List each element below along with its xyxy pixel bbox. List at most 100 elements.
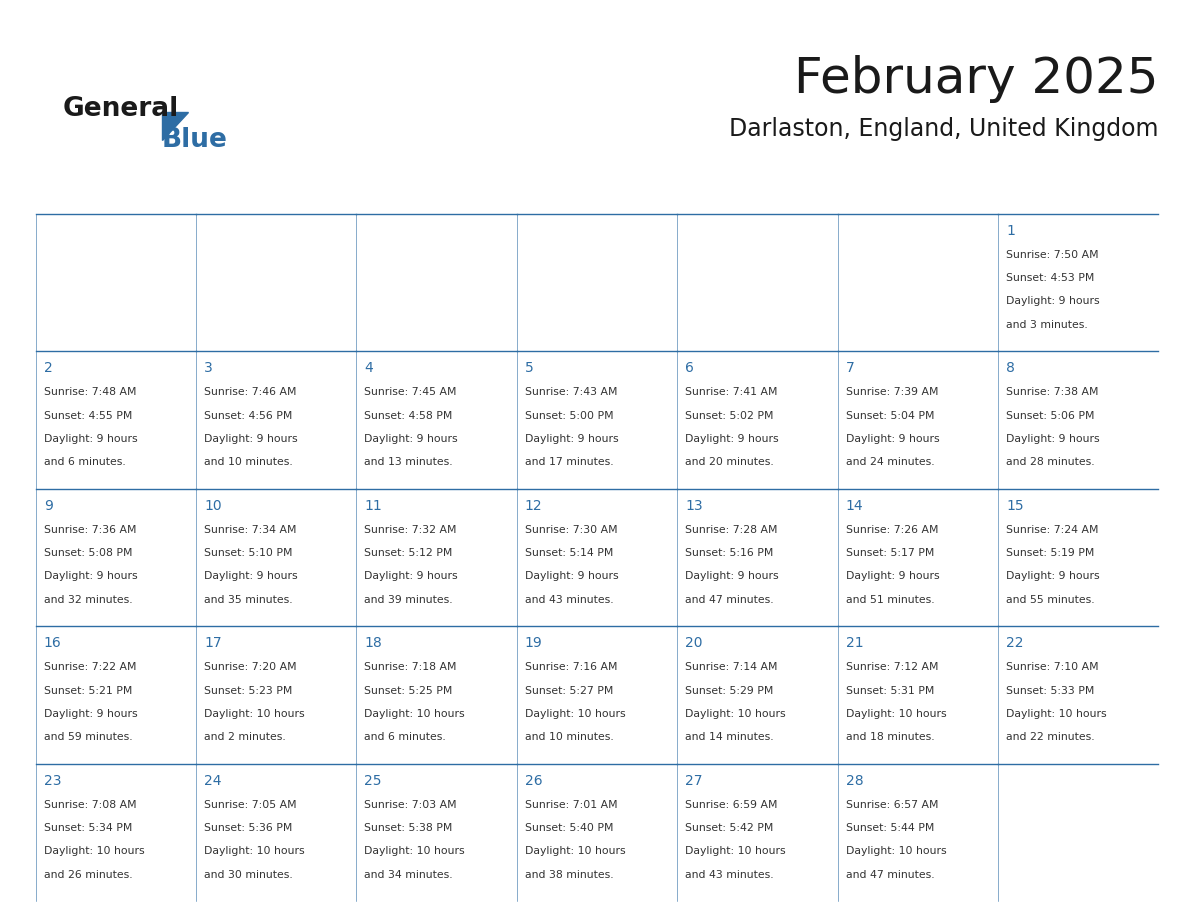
- Text: 18: 18: [365, 636, 383, 650]
- Text: and 43 minutes.: and 43 minutes.: [685, 870, 773, 879]
- Text: 8: 8: [1006, 361, 1015, 375]
- Text: Sunrise: 7:36 AM: Sunrise: 7:36 AM: [44, 525, 137, 534]
- Text: and 3 minutes.: and 3 minutes.: [1006, 319, 1088, 330]
- Text: Sunset: 5:36 PM: Sunset: 5:36 PM: [204, 823, 292, 834]
- Text: Wednesday: Wednesday: [526, 176, 623, 195]
- Text: Daylight: 9 hours: Daylight: 9 hours: [44, 709, 138, 719]
- Text: Sunset: 5:17 PM: Sunset: 5:17 PM: [846, 548, 934, 558]
- Text: Sunset: 5:08 PM: Sunset: 5:08 PM: [44, 548, 132, 558]
- Text: Sunset: 5:29 PM: Sunset: 5:29 PM: [685, 686, 773, 696]
- Text: Friday: Friday: [847, 176, 897, 195]
- Text: and 6 minutes.: and 6 minutes.: [44, 457, 126, 467]
- Text: Daylight: 10 hours: Daylight: 10 hours: [365, 709, 465, 719]
- Text: Daylight: 9 hours: Daylight: 9 hours: [525, 571, 619, 581]
- Text: 17: 17: [204, 636, 222, 650]
- Text: Daylight: 9 hours: Daylight: 9 hours: [525, 434, 619, 444]
- Text: Sunset: 5:02 PM: Sunset: 5:02 PM: [685, 410, 773, 420]
- Text: Daylight: 10 hours: Daylight: 10 hours: [204, 709, 304, 719]
- Text: and 39 minutes.: and 39 minutes.: [365, 595, 453, 605]
- Text: Daylight: 9 hours: Daylight: 9 hours: [1006, 571, 1100, 581]
- Text: Sunset: 5:06 PM: Sunset: 5:06 PM: [1006, 410, 1094, 420]
- Text: Sunrise: 7:45 AM: Sunrise: 7:45 AM: [365, 387, 457, 397]
- Text: 28: 28: [846, 774, 864, 788]
- Text: Daylight: 9 hours: Daylight: 9 hours: [1006, 297, 1100, 307]
- Text: Sunrise: 6:59 AM: Sunrise: 6:59 AM: [685, 800, 778, 810]
- Text: General: General: [63, 96, 179, 122]
- Text: Sunrise: 6:57 AM: Sunrise: 6:57 AM: [846, 800, 939, 810]
- Text: Sunrise: 7:08 AM: Sunrise: 7:08 AM: [44, 800, 137, 810]
- Text: Daylight: 9 hours: Daylight: 9 hours: [44, 571, 138, 581]
- Text: Sunset: 5:00 PM: Sunset: 5:00 PM: [525, 410, 613, 420]
- Text: 23: 23: [44, 774, 61, 788]
- Text: Sunrise: 7:14 AM: Sunrise: 7:14 AM: [685, 662, 778, 672]
- Text: and 6 minutes.: and 6 minutes.: [365, 733, 447, 743]
- Text: and 2 minutes.: and 2 minutes.: [204, 733, 286, 743]
- Text: Sunset: 5:16 PM: Sunset: 5:16 PM: [685, 548, 773, 558]
- Text: 6: 6: [685, 361, 694, 375]
- Text: Sunrise: 7:12 AM: Sunrise: 7:12 AM: [846, 662, 939, 672]
- Text: 10: 10: [204, 498, 222, 512]
- Text: Sunrise: 7:26 AM: Sunrise: 7:26 AM: [846, 525, 939, 534]
- Text: and 17 minutes.: and 17 minutes.: [525, 457, 613, 467]
- Text: Daylight: 10 hours: Daylight: 10 hours: [846, 846, 946, 856]
- Text: Daylight: 9 hours: Daylight: 9 hours: [685, 571, 779, 581]
- Text: Sunrise: 7:22 AM: Sunrise: 7:22 AM: [44, 662, 137, 672]
- Text: Monday: Monday: [206, 176, 271, 195]
- Text: 16: 16: [44, 636, 62, 650]
- Text: Sunset: 5:14 PM: Sunset: 5:14 PM: [525, 548, 613, 558]
- Text: Daylight: 9 hours: Daylight: 9 hours: [1006, 434, 1100, 444]
- Text: Sunrise: 7:30 AM: Sunrise: 7:30 AM: [525, 525, 618, 534]
- Text: Sunset: 5:42 PM: Sunset: 5:42 PM: [685, 823, 773, 834]
- Text: Daylight: 10 hours: Daylight: 10 hours: [365, 846, 465, 856]
- Text: and 34 minutes.: and 34 minutes.: [365, 870, 453, 879]
- Text: Sunset: 5:31 PM: Sunset: 5:31 PM: [846, 686, 934, 696]
- Text: Sunrise: 7:32 AM: Sunrise: 7:32 AM: [365, 525, 457, 534]
- Text: Sunset: 5:25 PM: Sunset: 5:25 PM: [365, 686, 453, 696]
- Text: Sunset: 5:19 PM: Sunset: 5:19 PM: [1006, 548, 1094, 558]
- Text: Sunrise: 7:03 AM: Sunrise: 7:03 AM: [365, 800, 457, 810]
- Text: and 47 minutes.: and 47 minutes.: [685, 595, 773, 605]
- Text: Sunset: 5:10 PM: Sunset: 5:10 PM: [204, 548, 292, 558]
- Text: Sunrise: 7:46 AM: Sunrise: 7:46 AM: [204, 387, 297, 397]
- Text: 19: 19: [525, 636, 543, 650]
- Text: Sunrise: 7:48 AM: Sunrise: 7:48 AM: [44, 387, 137, 397]
- Text: Sunrise: 7:28 AM: Sunrise: 7:28 AM: [685, 525, 778, 534]
- Text: 12: 12: [525, 498, 543, 512]
- Text: and 38 minutes.: and 38 minutes.: [525, 870, 613, 879]
- Text: and 51 minutes.: and 51 minutes.: [846, 595, 934, 605]
- Text: 27: 27: [685, 774, 702, 788]
- Text: Daylight: 9 hours: Daylight: 9 hours: [204, 571, 298, 581]
- Text: and 30 minutes.: and 30 minutes.: [204, 870, 292, 879]
- Text: 11: 11: [365, 498, 383, 512]
- Text: Daylight: 10 hours: Daylight: 10 hours: [685, 709, 785, 719]
- Text: and 43 minutes.: and 43 minutes.: [525, 595, 613, 605]
- Text: 2: 2: [44, 361, 52, 375]
- Text: Sunrise: 7:34 AM: Sunrise: 7:34 AM: [204, 525, 297, 534]
- Text: 5: 5: [525, 361, 533, 375]
- Text: Daylight: 9 hours: Daylight: 9 hours: [365, 434, 459, 444]
- Text: Sunrise: 7:05 AM: Sunrise: 7:05 AM: [204, 800, 297, 810]
- Text: Sunset: 5:34 PM: Sunset: 5:34 PM: [44, 823, 132, 834]
- Text: 26: 26: [525, 774, 543, 788]
- Text: Daylight: 10 hours: Daylight: 10 hours: [525, 709, 625, 719]
- Text: Sunrise: 7:50 AM: Sunrise: 7:50 AM: [1006, 250, 1099, 260]
- Text: 4: 4: [365, 361, 373, 375]
- Text: and 35 minutes.: and 35 minutes.: [204, 595, 292, 605]
- Text: Daylight: 10 hours: Daylight: 10 hours: [204, 846, 304, 856]
- Text: Daylight: 9 hours: Daylight: 9 hours: [846, 434, 940, 444]
- Text: Daylight: 10 hours: Daylight: 10 hours: [1006, 709, 1106, 719]
- Text: Sunrise: 7:16 AM: Sunrise: 7:16 AM: [525, 662, 618, 672]
- Text: Darlaston, England, United Kingdom: Darlaston, England, United Kingdom: [728, 117, 1158, 140]
- Text: Sunset: 5:23 PM: Sunset: 5:23 PM: [204, 686, 292, 696]
- Text: and 32 minutes.: and 32 minutes.: [44, 595, 132, 605]
- Text: Tuesday: Tuesday: [366, 176, 434, 195]
- Text: 15: 15: [1006, 498, 1024, 512]
- Text: 7: 7: [846, 361, 854, 375]
- Text: 25: 25: [365, 774, 381, 788]
- Text: Sunset: 5:40 PM: Sunset: 5:40 PM: [525, 823, 613, 834]
- Text: Sunset: 4:56 PM: Sunset: 4:56 PM: [204, 410, 292, 420]
- Text: Sunrise: 7:39 AM: Sunrise: 7:39 AM: [846, 387, 939, 397]
- Text: and 59 minutes.: and 59 minutes.: [44, 733, 132, 743]
- Text: 20: 20: [685, 636, 702, 650]
- Text: Sunset: 4:58 PM: Sunset: 4:58 PM: [365, 410, 453, 420]
